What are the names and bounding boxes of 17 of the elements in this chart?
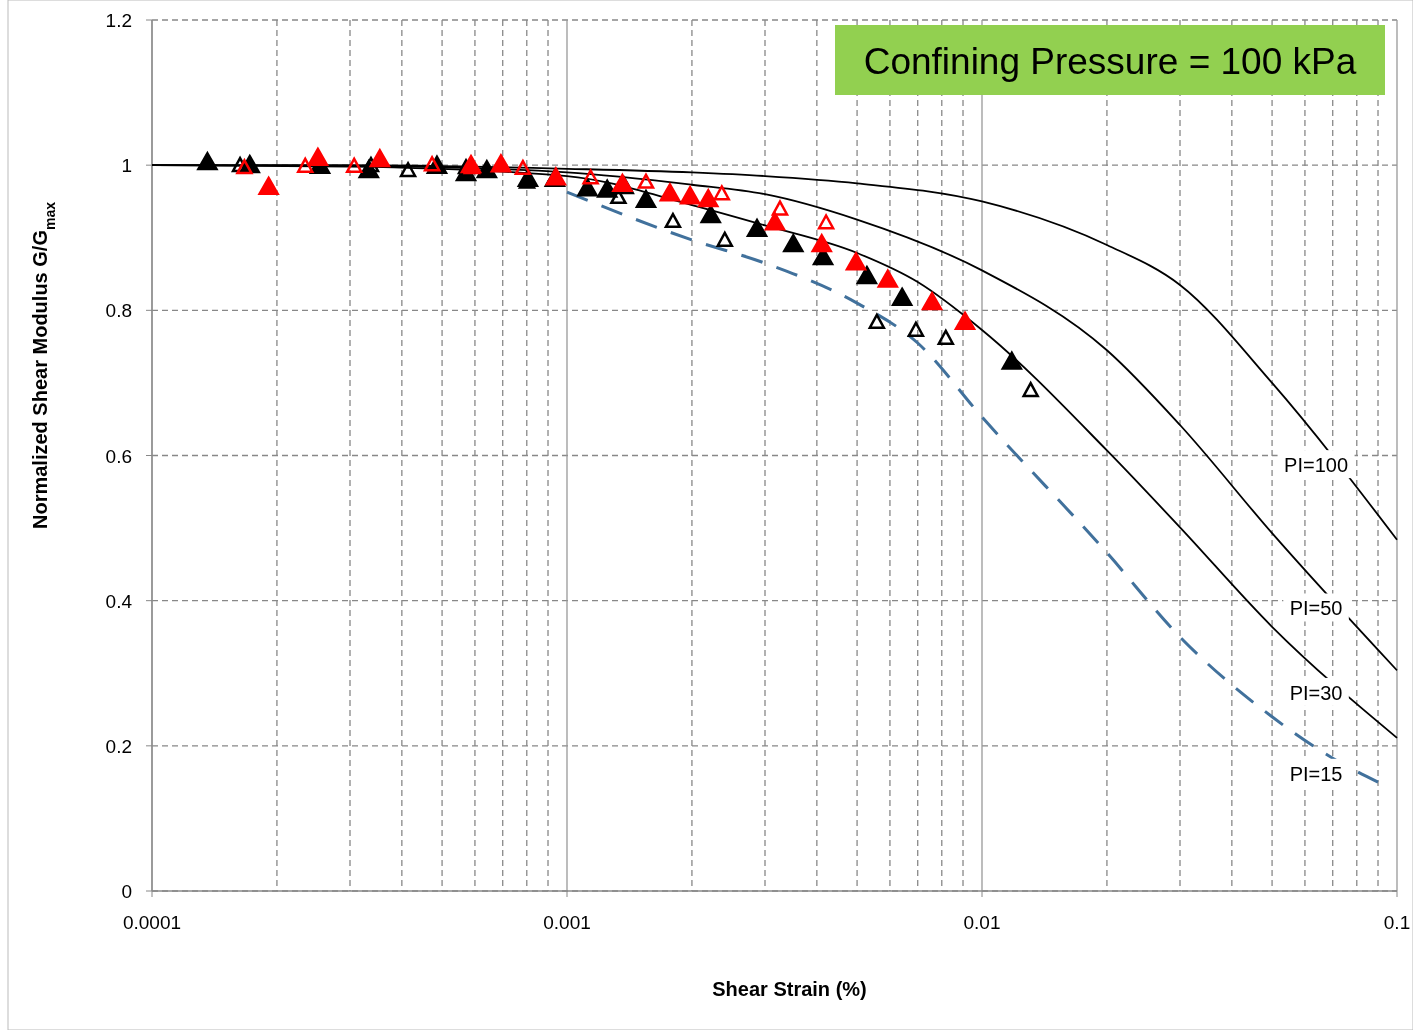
- x-axis-title: Shear Strain (%): [712, 978, 867, 1000]
- x-tick-label: 0.1: [1383, 912, 1411, 933]
- y-tick-label: 0.8: [105, 300, 132, 322]
- y-tick-label: 0.2: [105, 735, 132, 757]
- x-tick-label: 0.0001: [122, 912, 182, 933]
- series-label: PI=50: [1289, 597, 1343, 620]
- y-tick-label: 1.2: [105, 10, 132, 31]
- y-tick-label: 1: [121, 155, 132, 177]
- series-label: PI=15: [1289, 762, 1343, 785]
- y-tick-label: 0.4: [105, 590, 133, 612]
- annotation: Confining Pressure = 100 kPa: [863, 41, 1357, 82]
- series-label: PI=100: [1284, 454, 1349, 477]
- x-tick-label: 0.01: [963, 912, 1001, 933]
- y-tick-label: 0: [121, 881, 132, 902]
- x-tick-label: 0.001: [543, 912, 591, 933]
- y-tick-label: 0.6: [105, 445, 132, 467]
- series-label: PI=30: [1289, 681, 1343, 704]
